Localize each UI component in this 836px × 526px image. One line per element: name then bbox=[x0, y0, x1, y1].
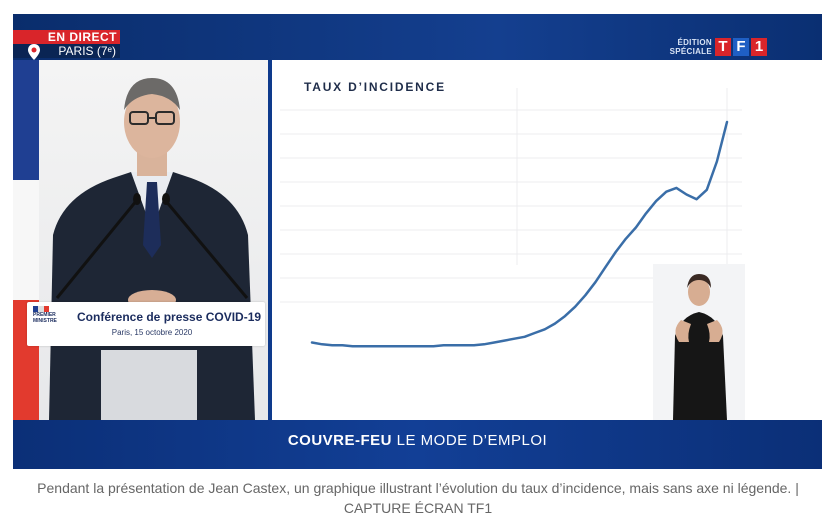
logo-letter: F bbox=[733, 38, 749, 56]
headline-banner: COUVRE-FEU LE MODE D’EMPLOI bbox=[13, 432, 822, 449]
marianne-logo-icon bbox=[33, 306, 49, 312]
french-flag bbox=[13, 60, 39, 420]
edition-label: ÉDITION SPÉCIALE bbox=[669, 38, 712, 56]
tv-frame: EN DIRECT PARIS (7ᵉ) ÉDITION SPÉCIALE T … bbox=[13, 14, 822, 469]
chart-title: TAUX D’INCIDENCE bbox=[304, 80, 446, 94]
live-badge: EN DIRECT bbox=[13, 30, 120, 44]
event-title: Conférence de presse COVID-19 bbox=[77, 310, 262, 324]
tf1-logo: T F 1 bbox=[715, 38, 767, 56]
speaker-scene bbox=[13, 60, 268, 420]
lower-third: COUVRE-FEU LE MODE D’EMPLOI bbox=[13, 420, 822, 469]
podium-sign: PREMIER MINISTRE Conférence de presse CO… bbox=[27, 302, 265, 346]
top-band bbox=[13, 14, 822, 60]
series-line bbox=[310, 120, 729, 348]
location-pin-icon bbox=[28, 44, 40, 60]
logo-letter: 1 bbox=[751, 38, 767, 56]
logo-letter: T bbox=[715, 38, 731, 56]
location-label: PARIS (7ᵉ) bbox=[13, 44, 120, 58]
photo-caption: Pendant la présentation de Jean Castex, … bbox=[37, 480, 799, 516]
event-date: Paris, 15 octobre 2020 bbox=[111, 328, 193, 337]
chart-plot bbox=[280, 88, 742, 348]
headline-strong: COUVRE-FEU bbox=[287, 432, 392, 449]
split-divider bbox=[268, 60, 272, 420]
ministry-label: PREMIER MINISTRE bbox=[33, 312, 57, 324]
headline-rest: LE MODE D’EMPLOI bbox=[396, 432, 548, 449]
channel-logo: ÉDITION SPÉCIALE T F 1 bbox=[660, 36, 780, 60]
sign-language-interpreter bbox=[653, 264, 745, 420]
speaker-figure bbox=[49, 78, 255, 420]
